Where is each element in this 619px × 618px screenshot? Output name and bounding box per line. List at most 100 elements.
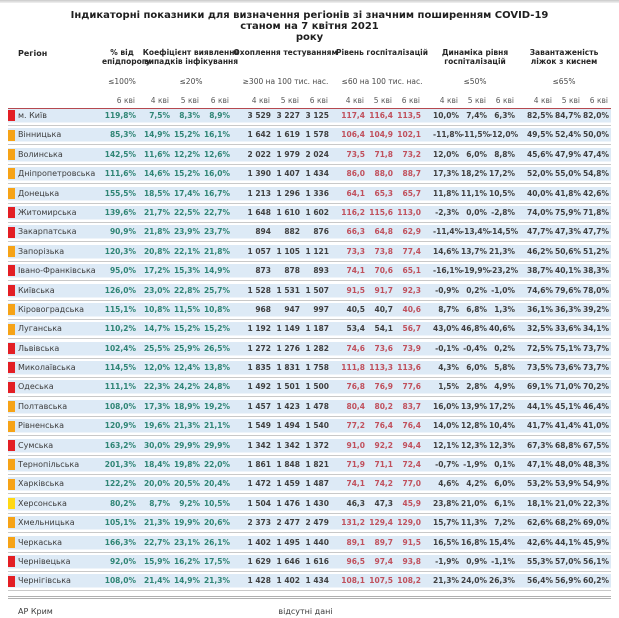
testing-coverage-value: 1 478: [305, 401, 330, 411]
oxygen-beds-load-value: 73,7%: [583, 343, 610, 353]
hospitalization-level-value: 117,4: [341, 111, 365, 120]
table-row: Івано-Франківська 95,0% 17,2% 15,3% 14,9% 873…: [8, 264, 611, 284]
testing-coverage-value: 1 476: [276, 498, 301, 508]
detection-coef-value: 10,8%: [143, 304, 170, 314]
testing-coverage-value: 2 479: [305, 518, 330, 528]
oxygen-beds-load-value: 60,2%: [583, 576, 610, 586]
detection-coef-value: 24,2%: [173, 382, 200, 392]
oxygen-beds-load-value: 56,9%: [555, 576, 582, 586]
detection-coef-value: 29,9%: [203, 440, 230, 450]
column-sub-label: 4 кві: [439, 96, 458, 105]
table-header: Регіон % від епідпорогу ≤100% 6 кві Коефіці…: [8, 47, 611, 109]
oxygen-beds-load-value: 41,4%: [555, 421, 582, 431]
testing-coverage-value: 1 648: [247, 207, 272, 217]
hospitalization-level-value: 88,0: [374, 169, 393, 179]
testing-coverage-value: 1 861: [247, 460, 272, 470]
status-swatch-cell: [8, 284, 18, 298]
detection-coef-value: 15,9%: [143, 556, 170, 566]
testing-coverage-value: 1 578: [305, 130, 330, 140]
detection-coef-value: 29,9%: [173, 440, 200, 450]
hospitalization-dynamics-value: 5,8%: [494, 363, 515, 373]
hospitalization-level-value: 102,1: [397, 130, 421, 140]
status-swatch-cell: [8, 439, 18, 453]
hospitalization-level-value: 70,6: [374, 266, 393, 276]
status-orange-swatch: [8, 304, 15, 316]
hospitalization-dynamics-value: -1,9%: [463, 460, 487, 470]
epidemic-threshold-value: 122,2%: [104, 479, 136, 489]
table-body: м. Київ 119,8% 7,5% 8,3% 8,9% 3 529 3 227 3 125…: [8, 109, 611, 594]
oxygen-beds-load-value: 69,0%: [583, 518, 610, 528]
hospitalization-dynamics-value: 7,2%: [494, 518, 515, 528]
status-orange-swatch: [8, 517, 15, 529]
hospitalization-level-value: 73,6: [374, 343, 393, 353]
hospitalization-dynamics-value: 10,4%: [489, 421, 516, 431]
detection-coef-value: 19,6%: [143, 421, 170, 431]
testing-coverage-value: 1 758: [305, 363, 330, 373]
status-red-swatch: [8, 556, 15, 568]
epidemic-threshold-value: 126,0%: [104, 285, 136, 295]
hospitalization-level-value: 108,1: [341, 576, 365, 586]
hospitalization-dynamics-value: -0,7%: [435, 460, 459, 470]
detection-coef-value: 11,6%: [143, 149, 170, 159]
hospitalization-dynamics-value: -11,4%: [433, 227, 463, 237]
epidemic-threshold-value: 108,0%: [104, 401, 136, 411]
hospitalization-level-value: 77,4: [402, 246, 421, 256]
epidemic-threshold-value: 155,5%: [104, 188, 136, 198]
epidemic-threshold-value: 90,9%: [109, 227, 136, 237]
column-sub-label: 6 кві: [309, 96, 328, 105]
oxygen-beds-load-value: 45,1%: [555, 401, 582, 411]
hospitalization-dynamics-value: 12,0%: [433, 149, 460, 159]
testing-coverage-value: 1 504: [247, 498, 272, 508]
hospitalization-dynamics-value: 10,0%: [433, 111, 460, 120]
oxygen-beds-load-value: 68,8%: [555, 440, 582, 450]
hospitalization-level-value: 73,9: [402, 343, 421, 353]
table-row: Волинська 142,5% 11,6% 12,2% 12,6% 2 022 1 979…: [8, 147, 611, 168]
testing-coverage-value: 1 629: [247, 556, 272, 566]
detection-coef-value: 21,8%: [203, 246, 230, 256]
detection-coef-value: 15,3%: [173, 266, 200, 276]
testing-coverage-value: 1 619: [276, 130, 301, 140]
oxygen-beds-load-value: 41,0%: [583, 421, 610, 431]
hospitalization-dynamics-value: -1,9%: [435, 556, 459, 566]
oxygen-beds-load-value: 47,3%: [555, 227, 582, 237]
oxygen-beds-load-value: 32,5%: [527, 324, 554, 334]
hospitalization-level-value: 73,2: [402, 149, 421, 159]
testing-coverage-value: 1 372: [305, 440, 330, 450]
status-orange-swatch: [8, 129, 15, 141]
hospitalization-dynamics-value: 15,7%: [433, 518, 460, 528]
detection-coef-value: 26,5%: [203, 343, 230, 353]
hospitalization-dynamics-value: -13,4%: [461, 227, 491, 237]
oxygen-beds-load-value: 54,8%: [583, 169, 610, 179]
column-group-name: Завантаженість ліжок з киснем: [529, 48, 599, 66]
table-row: Кіровоградська 115,1% 10,8% 11,5% 10,8% 968 94…: [8, 302, 611, 323]
hospitalization-level-value: 111,8: [341, 363, 365, 373]
hospitalization-dynamics-value: 40,6%: [489, 324, 516, 334]
oxygen-beds-load-value: 62,6%: [527, 518, 554, 528]
oxygen-beds-load-value: 51,2%: [583, 246, 610, 256]
detection-coef-value: 9,2%: [179, 498, 200, 508]
region-cell: Полтавська: [18, 401, 68, 411]
detection-coef-value: 14,9%: [173, 576, 200, 586]
detection-coef-value: 15,2%: [173, 130, 200, 140]
testing-coverage-value: 1 434: [305, 576, 330, 586]
column-group-threshold: ≤20%: [179, 76, 203, 86]
hospitalization-dynamics-value: 21,3%: [489, 246, 516, 256]
hospitalization-level-value: 76,4: [374, 421, 393, 431]
hospitalization-level-value: 83,7: [402, 401, 421, 411]
detection-coef-value: 25,5%: [143, 343, 170, 353]
title-line-1: Індикаторні показники для визначення рег…: [70, 10, 549, 21]
detection-coef-value: 10,8%: [203, 304, 230, 314]
status-swatch-cell: [8, 497, 18, 511]
testing-coverage-value: 1 835: [247, 363, 272, 373]
hospitalization-dynamics-value: -0,4%: [463, 343, 487, 353]
detection-coef-value: 15,2%: [173, 324, 200, 334]
status-swatch-cell: [8, 400, 18, 414]
epidemic-threshold-value: 85,3%: [109, 130, 136, 140]
detection-coef-value: 10,5%: [203, 498, 230, 508]
hospitalization-dynamics-value: -19,9%: [461, 266, 491, 276]
oxygen-beds-load-value: 18,1%: [527, 498, 554, 508]
status-swatch-cell: [8, 109, 18, 123]
testing-coverage-value: 2 373: [247, 518, 272, 528]
oxygen-beds-load-value: 44,1%: [555, 537, 582, 547]
testing-coverage-value: 1 407: [276, 169, 301, 179]
